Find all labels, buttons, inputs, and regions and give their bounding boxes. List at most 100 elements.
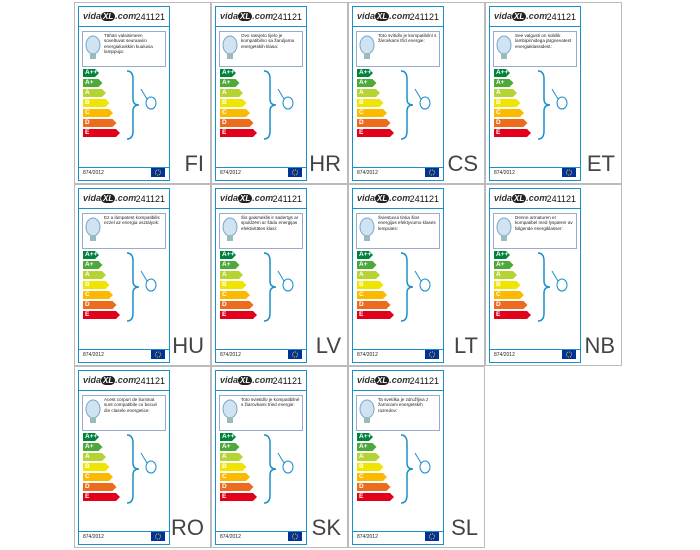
energy-class: A+: [494, 79, 514, 87]
energy-label: vida XL .com 241121 Tähän valaisimeen sovelt…: [78, 6, 170, 181]
brace-lamp: [126, 434, 157, 504]
brand-mark: XL: [101, 194, 116, 203]
brace-lamp: [400, 252, 431, 322]
regulation: 874/2012: [357, 534, 378, 540]
label-cell: vida XL .com 241121 Ovo rasvjeto tijelo je k…: [211, 2, 348, 184]
energy-class: C: [83, 109, 113, 117]
label-cell: vida XL .com 241121 Toto svítidlo je kompati…: [348, 2, 485, 184]
footer-rule: [490, 167, 580, 168]
brand-name: vida: [83, 375, 102, 385]
language-code: NB: [584, 333, 615, 358]
header-rule: [79, 26, 169, 27]
energy-class: C: [357, 109, 387, 117]
energy-label: vida XL .com 241121 See valgusti on sobilik …: [489, 6, 581, 181]
energy-label: vida XL .com 241121 Toto svítidlo je kompati…: [352, 6, 444, 181]
brand-name: vida: [357, 375, 376, 385]
brace-lamp: [537, 70, 568, 140]
energy-class: A: [83, 453, 106, 461]
energy-class: A: [357, 453, 380, 461]
energy-class: B: [83, 463, 110, 471]
energy-label: vida XL .com 241121 Šviestuvui tinka šios en…: [352, 188, 444, 363]
language-code: FI: [184, 151, 204, 176]
energy-label: vida XL .com 241121 Šis gaismeklis ir saderī…: [215, 188, 307, 363]
energy-class: E: [357, 311, 394, 319]
energy-class: A: [220, 453, 243, 461]
product-number: 241121: [546, 194, 576, 204]
energy-class: D: [83, 119, 117, 127]
eu-flag: [151, 532, 165, 541]
brand-logo: vida XL .com: [220, 375, 273, 385]
energy-class: E: [357, 493, 394, 501]
regulation: 874/2012: [357, 170, 378, 176]
brand-name: vida: [83, 11, 102, 21]
brand-logo: vida XL .com: [220, 11, 273, 21]
energy-class: B: [357, 463, 384, 471]
footer-rule: [353, 531, 443, 532]
energy-class: A+: [220, 261, 240, 269]
label-cell: vida XL .com 241121 Tähän valaisimeen sovelt…: [74, 2, 211, 184]
info-text: Denne armaturen er kompatibel med lyspær…: [515, 215, 573, 231]
energy-class: A: [220, 89, 243, 97]
energy-class: E: [494, 311, 531, 319]
energy-class: A: [220, 271, 243, 279]
regulation: 874/2012: [220, 534, 241, 540]
energy-class: A+: [357, 443, 377, 451]
brand-name: vida: [220, 193, 239, 203]
brand-mark: XL: [512, 12, 527, 21]
energy-class: A+: [83, 79, 103, 87]
brand-suffix: .com: [526, 193, 548, 203]
energy-label: vida XL .com 241121 Ta svetilka je združljiv…: [352, 370, 444, 545]
energy-class: A+: [494, 261, 514, 269]
language-code: LV: [315, 333, 341, 358]
brand-name: vida: [357, 193, 376, 203]
brand-name: vida: [220, 11, 239, 21]
brand-suffix: .com: [389, 375, 411, 385]
energy-class: D: [494, 119, 528, 127]
header-rule: [353, 208, 443, 209]
language-code: SK: [311, 515, 341, 540]
product-number: 241121: [135, 376, 165, 386]
label-cell: vida XL .com 241121 See valgusti on sobilik …: [485, 2, 622, 184]
language-code: SL: [451, 515, 478, 540]
brand-logo: vida XL .com: [83, 193, 136, 203]
eu-flag: [288, 168, 302, 177]
brace-lamp: [263, 434, 294, 504]
brand-mark: XL: [512, 194, 527, 203]
brand-mark: XL: [375, 194, 390, 203]
energy-class: A++: [85, 251, 98, 258]
energy-class: A++: [222, 251, 235, 258]
eu-flag: [562, 168, 576, 177]
product-number: 241121: [135, 194, 165, 204]
label-cell: vida XL .com 241121 Šviestuvui tinka šios en…: [348, 184, 485, 366]
energy-class: D: [220, 119, 254, 127]
energy-class: A++: [222, 69, 235, 76]
header-rule: [353, 26, 443, 27]
energy-class: C: [357, 291, 387, 299]
info-text: Toto svítidlo je kompatibilní s žárovkam…: [378, 33, 437, 44]
brand-mark: XL: [101, 12, 116, 21]
energy-class: C: [220, 109, 250, 117]
energy-class: A: [494, 271, 517, 279]
energy-class: C: [83, 473, 113, 481]
brand-suffix: .com: [389, 193, 411, 203]
energy-label: vida XL .com 241121 Denne armaturen er kompa…: [489, 188, 581, 363]
brand-name: vida: [494, 193, 513, 203]
info-box: Toto svietidlo je kompatibilné s žiarovk…: [219, 395, 303, 431]
energy-class: D: [83, 301, 117, 309]
language-code: HU: [172, 333, 204, 358]
bulb-icon: [359, 217, 375, 241]
energy-class: A++: [359, 251, 372, 258]
regulation: 874/2012: [357, 352, 378, 358]
language-code: HR: [309, 151, 341, 176]
energy-class: E: [494, 129, 531, 137]
info-box: Tähän valaisimeen soveltuvat seuraaviin …: [82, 31, 166, 67]
energy-class: B: [494, 99, 521, 107]
brand-name: vida: [220, 375, 239, 385]
energy-class: C: [494, 109, 524, 117]
brand-suffix: .com: [389, 11, 411, 21]
eu-flag: [151, 350, 165, 359]
info-text: Ez a lámpatest kompatibilis ezzel az ene…: [104, 215, 160, 226]
footer-rule: [79, 167, 169, 168]
bulb-icon: [496, 217, 512, 241]
energy-class: D: [83, 483, 117, 491]
